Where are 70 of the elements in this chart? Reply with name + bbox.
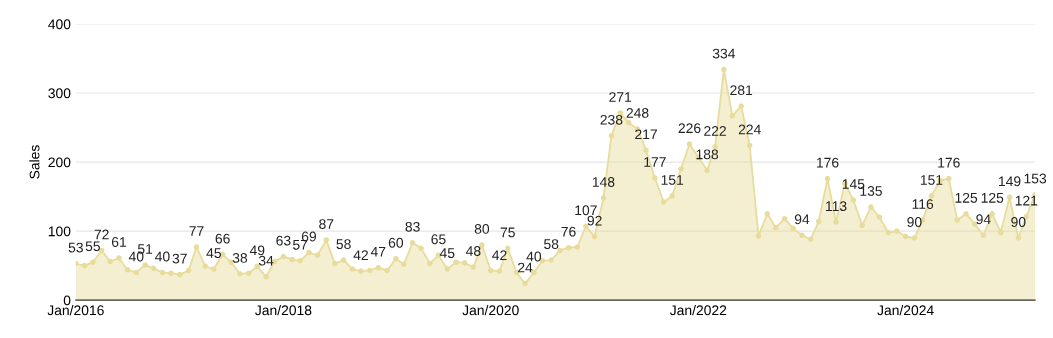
data-label: 149 xyxy=(999,176,1021,187)
data-label: 38 xyxy=(232,253,248,263)
y-tick-label: 400 xyxy=(48,19,71,30)
y-tick-label: 300 xyxy=(48,88,71,99)
data-label: 61 xyxy=(111,237,127,247)
data-label: 121 xyxy=(1015,195,1038,206)
data-label: 58 xyxy=(336,239,351,250)
data-label: 60 xyxy=(388,237,404,248)
data-label: 238 xyxy=(600,114,623,125)
data-label: 63 xyxy=(276,235,291,246)
data-label: 151 xyxy=(920,175,943,185)
x-tick-label: Jan/2018 xyxy=(255,305,312,316)
data-label: 271 xyxy=(609,92,632,102)
data-label: 77 xyxy=(189,226,204,236)
data-label: 65 xyxy=(431,234,446,245)
data-label: 47 xyxy=(370,246,386,257)
data-label: 87 xyxy=(319,219,334,229)
data-label: 176 xyxy=(816,157,839,168)
data-label: 45 xyxy=(439,248,455,258)
data-label: 80 xyxy=(474,224,490,234)
data-label: 217 xyxy=(635,129,657,140)
y-tick-label: 0 xyxy=(63,295,71,306)
data-label: 72 xyxy=(94,229,109,240)
data-label: 37 xyxy=(172,253,187,264)
data-label: 94 xyxy=(794,214,810,225)
data-label: 49 xyxy=(249,245,265,256)
data-label: 90 xyxy=(907,217,922,227)
data-label: 92 xyxy=(587,215,602,226)
data-label: 176 xyxy=(938,157,960,168)
data-label: 48 xyxy=(465,246,481,256)
data-label: 34 xyxy=(258,255,274,266)
data-label: 45 xyxy=(206,248,221,258)
data-label: 42 xyxy=(492,250,507,260)
data-label: 75 xyxy=(500,227,515,238)
x-tick-label: Jan/2016 xyxy=(47,305,104,316)
data-label: 113 xyxy=(826,201,847,212)
y-axis-title: Sales xyxy=(29,145,40,179)
data-label: 40 xyxy=(526,251,542,262)
data-label: 116 xyxy=(912,199,934,209)
data-label: 148 xyxy=(592,177,615,187)
data-label: 83 xyxy=(405,221,420,232)
data-label: 226 xyxy=(678,123,701,134)
data-label: 177 xyxy=(644,157,666,167)
data-label: 57 xyxy=(292,240,308,250)
data-label: 107 xyxy=(575,205,597,216)
data-label: 224 xyxy=(738,124,761,135)
data-label: 222 xyxy=(704,125,726,136)
data-label: 188 xyxy=(696,149,719,160)
y-tick-label: 100 xyxy=(48,226,71,237)
data-label: 66 xyxy=(215,233,230,244)
data-label: 58 xyxy=(544,239,559,250)
data-label: 94 xyxy=(976,214,991,225)
data-label: 90 xyxy=(1011,217,1026,227)
x-tick-label: Jan/2020 xyxy=(462,305,519,316)
data-label: 40 xyxy=(155,251,170,262)
data-label: 248 xyxy=(626,108,649,118)
x-tick-label: Jan/2024 xyxy=(877,305,934,316)
x-tick-label: Jan/2022 xyxy=(669,305,727,316)
data-label: 24 xyxy=(518,262,533,273)
data-label: 281 xyxy=(730,85,753,96)
data-label: 76 xyxy=(561,226,576,237)
y-tick-label: 200 xyxy=(48,157,71,168)
data-label: 53 xyxy=(68,242,83,253)
data-label: 151 xyxy=(661,175,684,185)
data-label: 55 xyxy=(85,241,100,252)
data-label: 42 xyxy=(353,250,368,260)
data-label: 334 xyxy=(712,48,736,59)
data-label: 125 xyxy=(981,192,1004,203)
data-label: 125 xyxy=(955,192,978,203)
data-label: 153 xyxy=(1024,173,1047,184)
